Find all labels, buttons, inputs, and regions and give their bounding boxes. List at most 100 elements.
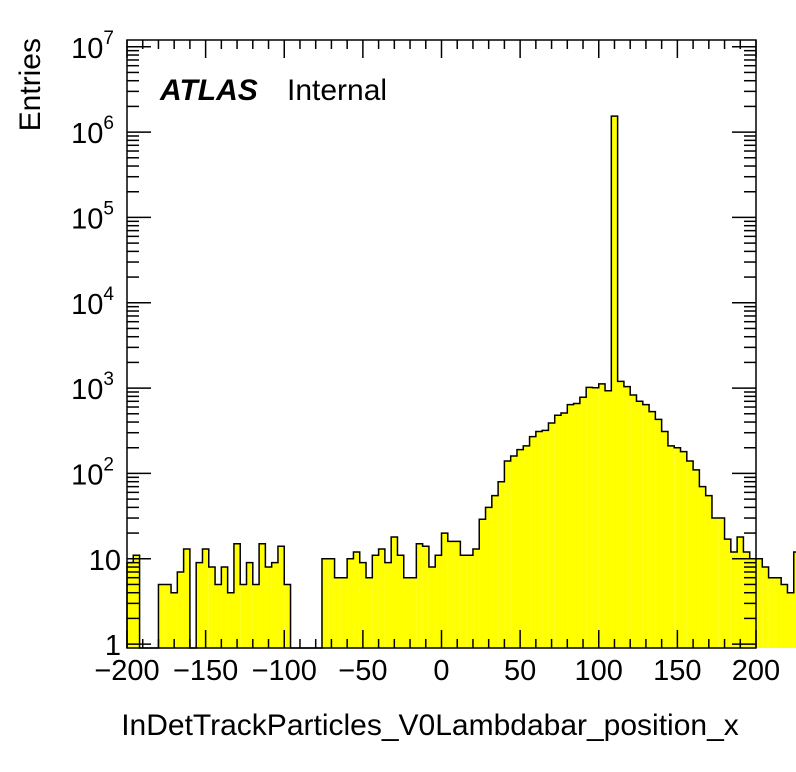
histogram-bar: [554, 415, 562, 648]
histogram-bar: [447, 541, 455, 648]
histogram-bar: [334, 577, 341, 648]
histogram-outline: [126, 115, 796, 649]
x-tick-label: −200: [94, 655, 159, 687]
histogram-bar: [598, 383, 606, 648]
histogram-bar: [215, 584, 222, 648]
histogram-bar: [127, 562, 134, 648]
histogram-bar: [259, 543, 266, 648]
histogram-bar: [579, 397, 587, 648]
histogram-bar: [479, 519, 486, 648]
y-tick-label: 102: [71, 454, 114, 491]
histogram-bar: [221, 567, 228, 648]
x-tick-label: 0: [433, 655, 449, 687]
histogram-bar: [454, 541, 461, 648]
histogram-bar: [667, 445, 675, 648]
histogram-bar: [208, 567, 216, 648]
x-tick-label: −50: [338, 655, 387, 687]
x-tick-label: −150: [173, 655, 238, 687]
histogram-bar: [730, 552, 738, 648]
histogram-bar: [271, 562, 278, 648]
histogram-bar: [227, 592, 234, 648]
histogram-bar: [630, 394, 637, 648]
histogram-bar: [542, 430, 549, 648]
histogram-bar: [793, 552, 796, 648]
histogram-bar: [340, 577, 348, 648]
histogram-bar: [441, 533, 448, 648]
histogram-bar: [277, 546, 285, 648]
histogram-bar: [711, 518, 719, 648]
histogram-bar: [353, 552, 360, 648]
histogram-bar: [724, 539, 731, 648]
histogram-bar: [158, 584, 165, 648]
histogram-bar: [617, 381, 624, 648]
histogram-bar: [252, 584, 260, 648]
histogram-bar: [623, 386, 631, 648]
histogram-bar: [573, 403, 580, 648]
histogram-bar: [472, 549, 480, 648]
histogram-bar: [649, 411, 656, 648]
histogram-bar: [762, 567, 769, 648]
y-tick-label: 1: [105, 630, 121, 662]
histogram-bar: [284, 584, 291, 648]
histogram-bar: [680, 451, 687, 648]
histogram-bar: [686, 460, 694, 648]
x-tick-label: 200: [732, 655, 780, 687]
histogram-bar: [787, 592, 794, 648]
histogram-bar: [372, 555, 379, 648]
histogram-bar: [718, 518, 725, 648]
histogram-bar: [265, 567, 272, 648]
x-tick-label: 100: [575, 655, 623, 687]
histogram-bar: [485, 507, 492, 648]
histogram-bar: [410, 577, 417, 648]
histogram-bar: [756, 558, 763, 648]
histogram-bar: [529, 436, 536, 648]
histogram-bar: [768, 577, 775, 648]
histogram-bar: [498, 481, 505, 648]
histogram-bar: [586, 387, 593, 648]
x-tick-label: −100: [252, 655, 317, 687]
histogram-bar: [384, 562, 392, 648]
histogram-bar: [548, 422, 555, 648]
histogram-bar: [347, 558, 354, 648]
histogram-bar: [366, 577, 373, 648]
atlas-sublabel: Internal: [287, 74, 387, 107]
histogram-bar: [592, 387, 599, 648]
histogram-bar: [674, 447, 681, 648]
histogram-bar: [233, 543, 241, 648]
histogram-bar: [774, 577, 782, 648]
histogram-bar: [428, 567, 436, 648]
histogram-bar: [435, 555, 442, 648]
histogram-bar: [183, 549, 190, 648]
histogram-bar: [246, 562, 253, 648]
histogram-bar: [397, 555, 404, 648]
histogram-bar: [510, 456, 517, 648]
histogram-bar: [164, 584, 172, 648]
histogram-bar: [321, 558, 329, 648]
histogram-bar: [171, 592, 178, 648]
histogram-bar: [705, 495, 712, 648]
y-axis-label: Entries: [14, 38, 47, 131]
histogram-bar: [743, 552, 750, 648]
histogram-bar: [516, 449, 524, 648]
histogram-bar: [655, 419, 662, 648]
histogram-bar: [177, 571, 184, 648]
histogram-bar: [416, 543, 423, 648]
y-tick-label: 104: [71, 284, 114, 321]
histogram-bar: [466, 555, 473, 648]
histogram-bar: [561, 413, 568, 648]
histogram-bar: [611, 116, 618, 649]
histogram-bar: [196, 562, 203, 648]
histogram-bar: [605, 390, 612, 648]
histogram-bar: [642, 404, 650, 648]
histogram-bar: [328, 558, 335, 648]
histogram-bar: [391, 536, 398, 648]
histogram-bars: [127, 116, 796, 649]
x-axis-ticks: −200 −150 −100 −50 0 50 100 150 200: [94, 40, 780, 687]
y-tick-label: 107: [71, 28, 114, 65]
histogram-bar: [202, 549, 209, 648]
x-tick-label: 50: [504, 655, 536, 687]
histogram-bar: [636, 401, 643, 648]
histogram-bar: [133, 555, 140, 648]
histogram-bar: [403, 577, 411, 648]
